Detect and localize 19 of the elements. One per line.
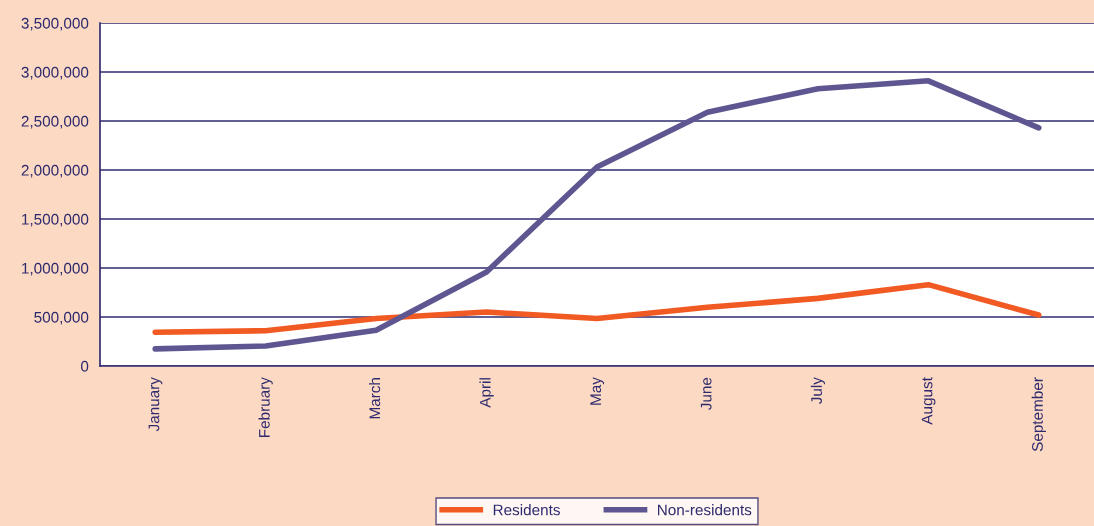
x-tick-label: March xyxy=(368,378,381,419)
y-tick-label: 1,500,000 xyxy=(22,213,89,227)
x-tick-label: August xyxy=(921,377,936,425)
y-tick-label: 3,500,000 xyxy=(21,17,89,31)
x-tick-label: June xyxy=(700,377,712,410)
legend-label: Non-residents xyxy=(658,504,752,516)
x-tick-label: July xyxy=(810,377,826,405)
x-tick-label: January xyxy=(148,377,163,432)
x-tick-label: September xyxy=(1031,377,1046,452)
y-tick-label: 2,500,000 xyxy=(21,115,89,129)
y-tick-label: 0 xyxy=(80,360,89,372)
x-tick-label: May xyxy=(590,377,605,405)
y-tick-label: 3,000,000 xyxy=(21,66,89,80)
y-tick-label: 2,000,000 xyxy=(21,164,89,178)
y-tick-label: 500,000 xyxy=(34,311,89,325)
x-tick-label: April xyxy=(479,378,494,408)
x-tick-label: February xyxy=(258,377,273,437)
legend-label: Residents xyxy=(493,504,560,516)
y-tick-label: 1,000,000 xyxy=(22,262,89,276)
